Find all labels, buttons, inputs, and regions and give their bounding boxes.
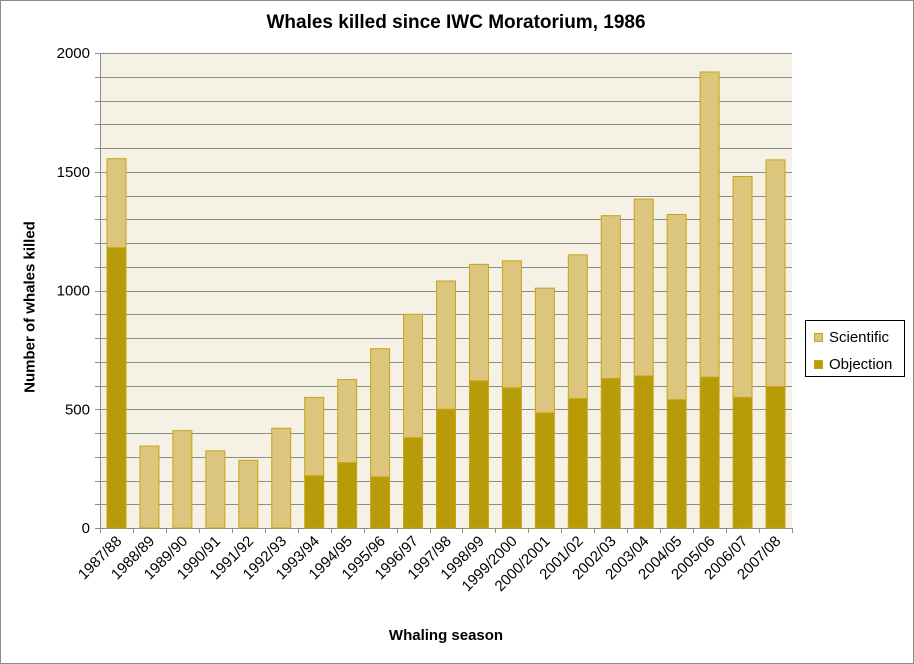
bar-scientific <box>403 313 424 439</box>
bar-scientific <box>468 263 489 382</box>
bar-objection <box>666 399 687 529</box>
bar-scientific <box>304 396 325 477</box>
y-tick-label: 1500 <box>57 164 90 181</box>
bar-scientific <box>732 176 753 398</box>
bar-scientific <box>567 254 588 400</box>
bar-scientific <box>337 379 358 464</box>
bar-objection <box>567 398 588 529</box>
bar-scientific <box>699 71 720 378</box>
bar-objection <box>501 387 522 529</box>
legend-label-scientific: Scientific <box>829 328 890 346</box>
legend-item-objection: Objection <box>814 355 892 373</box>
legend-item-scientific: Scientific <box>814 328 889 346</box>
bar-objection <box>699 376 720 529</box>
bar-scientific <box>765 159 786 388</box>
bar-scientific <box>633 198 654 377</box>
y-tick-label: 0 <box>82 520 90 537</box>
bar-scientific <box>205 450 226 529</box>
bar-scientific <box>534 287 555 414</box>
bar-scientific <box>600 215 621 379</box>
bar-scientific <box>139 445 160 529</box>
legend: Scientific Objection <box>805 320 905 377</box>
bar-objection <box>304 475 325 529</box>
x-axis-title: Whaling season <box>388 627 504 644</box>
bar-objection <box>436 408 456 529</box>
bar-objection <box>468 380 489 529</box>
bar-objection <box>732 396 753 529</box>
bar-scientific <box>238 459 259 529</box>
y-tick-label: 500 <box>65 401 90 418</box>
bar-objection <box>534 412 555 529</box>
bar-scientific <box>106 158 127 249</box>
bar-objection <box>403 437 424 529</box>
bar-scientific <box>436 280 456 410</box>
y-tick-label: 1000 <box>57 283 90 300</box>
bar-scientific <box>370 348 391 478</box>
legend-swatch-scientific <box>814 332 823 342</box>
bar-objection <box>600 377 621 529</box>
chart-title: Whales killed since IWC Moratorium, 1986 <box>266 12 646 33</box>
bar-objection <box>106 247 127 529</box>
bar-scientific <box>271 427 292 529</box>
y-tick-label: 2000 <box>57 45 90 62</box>
y-axis-title: Number of whales killed <box>21 221 39 393</box>
bar-objection <box>765 386 786 529</box>
bar-scientific <box>501 260 522 389</box>
bar-objection <box>370 476 391 529</box>
legend-swatch-objection <box>814 359 823 369</box>
bar-objection <box>337 462 358 529</box>
bar-objection <box>633 375 654 529</box>
bar-scientific <box>172 430 193 529</box>
bar-scientific <box>666 214 687 401</box>
legend-label-objection: Objection <box>829 355 893 373</box>
